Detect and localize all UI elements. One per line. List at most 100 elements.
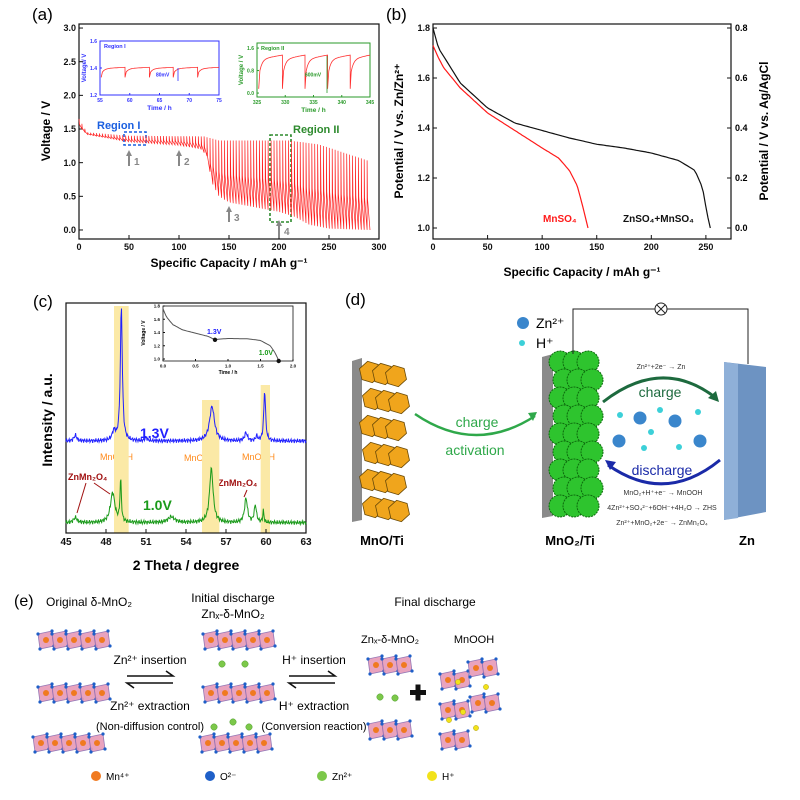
region2-label: Region II: [293, 124, 339, 136]
ti-substrate-1: [352, 358, 362, 522]
o-atom: [229, 629, 233, 633]
chart-a-y-tick-label: 2.5: [63, 57, 76, 67]
chart-a-inset-2-y-axis-label: Voltage / V: [239, 55, 245, 85]
chart-b-y-tick-label: 1.6: [417, 73, 430, 83]
o-atom: [440, 717, 444, 721]
chart-a-x-tick-label: 100: [171, 242, 186, 252]
o-atom: [496, 672, 500, 676]
chart-c-inset-x-tick-label: 0.0: [160, 364, 167, 369]
chart-c-highlight-band: [260, 385, 270, 533]
o-atom: [36, 685, 40, 689]
mno-particle: [388, 499, 410, 523]
o-atom: [468, 675, 472, 679]
o-atom: [33, 750, 37, 754]
chart-a-inset-1-x-tick-label: 70: [186, 98, 192, 104]
panel-d-diagram: charge activation Zn²⁺ H⁺ Zn²⁺+2e⁻ → Zn …: [352, 302, 766, 548]
chart-b-right-axis-label: Potential / V vs. Ag/AgCl: [757, 62, 771, 201]
mn-atom: [373, 727, 379, 733]
panel-label-c: (c): [33, 292, 53, 311]
o-atom: [243, 685, 247, 689]
step2-forward: H⁺ insertion: [282, 653, 346, 667]
chart-b-series-2: [432, 27, 711, 229]
chart-b-y-tick-label: 1.8: [417, 23, 430, 33]
o-atom: [454, 687, 458, 691]
o-atom: [212, 735, 216, 739]
chart-b-y-tick-label: 1.4: [417, 123, 430, 133]
delta-mno2-layer: [36, 682, 112, 704]
legend-label: H⁺: [442, 772, 455, 783]
o-atom: [66, 700, 70, 704]
chart-b-plot-frame: [432, 23, 732, 240]
o-atom: [408, 654, 412, 658]
legend-zn-ion-icon: [517, 317, 529, 329]
o-atom: [366, 722, 370, 726]
o-atom: [106, 682, 110, 686]
step1-back: Zn²⁺ extraction: [110, 699, 190, 713]
mn-atom: [38, 740, 44, 746]
o-atom: [452, 669, 456, 673]
series-label-znso4-mnso4: ZnSO₄+MnSO₄: [623, 214, 694, 225]
o-atom: [212, 732, 216, 736]
chart-c-inset-marker-label: 1.3V: [207, 329, 222, 336]
chart-b-right-tick-label: 0.6: [735, 73, 748, 83]
peak-label-znmn2o4-1: ZnMn₂O₄: [68, 472, 107, 482]
o-atom: [440, 747, 444, 751]
plus-icon: [410, 684, 426, 701]
legend-swatch-icon: [91, 771, 101, 781]
mno2-particle: [576, 458, 600, 482]
o-atom: [201, 632, 205, 636]
o-atom: [394, 722, 398, 726]
mn-atom: [373, 662, 379, 668]
chart-b-x-tick-label: 0: [430, 242, 435, 252]
panel-label-a: (a): [32, 5, 53, 24]
region2-box: [269, 134, 292, 223]
chart-a-inset-2-y-tick-label: 1.6: [247, 46, 254, 52]
znx-mno2-layer: [201, 682, 277, 704]
mn-atom: [264, 637, 270, 643]
zn-ion-icon: [391, 694, 399, 702]
o-atom: [73, 732, 77, 736]
zn-ion-icon: [229, 718, 237, 726]
mno-particle: [388, 445, 410, 469]
crystal-structures: [31, 629, 502, 754]
o-atom: [50, 685, 54, 689]
o-atom: [61, 750, 65, 754]
zn-ion-icon: [376, 693, 384, 701]
charge-arrowhead: [708, 391, 719, 402]
region1-box: [123, 131, 147, 146]
circuit-wire: [572, 308, 749, 364]
o-atom: [214, 750, 218, 754]
o-atom: [259, 647, 263, 651]
o-atom: [36, 632, 40, 636]
o-atom: [92, 682, 96, 686]
lamp-cross: [656, 304, 666, 314]
reaction-discharge-2: 4Zn²⁺+SO₄²⁻+6OH⁻+4H₂O → ZHS: [607, 505, 717, 512]
mn-atom: [52, 740, 58, 746]
o-atom: [226, 735, 230, 739]
o-atom: [200, 750, 204, 754]
o-atom: [482, 695, 486, 699]
o-atom: [452, 732, 456, 736]
chart-a-y-axis-label: Voltage / V: [39, 101, 53, 161]
mn-atom: [387, 727, 393, 733]
o-atom: [45, 732, 49, 736]
o-atom: [38, 700, 42, 704]
chart-b-y-tick-label: 1.2: [417, 173, 430, 183]
znx-mno2-layer: [201, 629, 277, 651]
mn-atom: [57, 637, 63, 643]
mn-atom: [66, 740, 72, 746]
o-atom: [59, 735, 63, 739]
o-atom: [438, 672, 442, 676]
chart-a-y-tick-label: 2.0: [63, 91, 76, 101]
chart-a-inset-2-y-tick-label: 0.8: [247, 68, 254, 74]
initial-label-1: Initial discharge: [191, 591, 275, 605]
chart-c-inset-x-tick-label: 0.5: [192, 364, 199, 369]
mnooh-unit: [466, 657, 500, 679]
o-atom: [380, 654, 384, 658]
znmn2o4-arrows: [76, 482, 248, 514]
o-atom: [203, 647, 207, 651]
o-atom: [496, 692, 500, 696]
chart-c-highlight-band: [114, 306, 129, 533]
o-atom: [203, 700, 207, 704]
